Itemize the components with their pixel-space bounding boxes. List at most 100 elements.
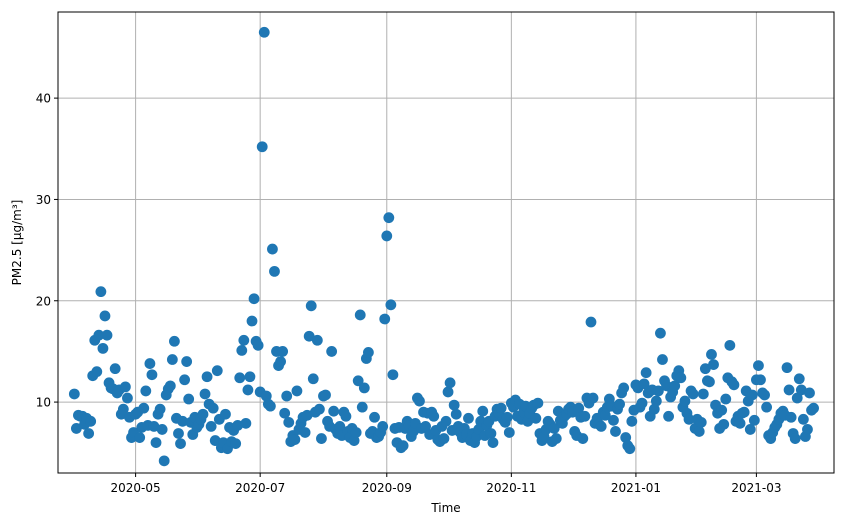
- data-point: [716, 404, 728, 416]
- data-point: [789, 433, 801, 444]
- data-point: [697, 388, 709, 400]
- data-point: [299, 427, 311, 438]
- data-point: [93, 329, 105, 341]
- data-point: [148, 420, 160, 432]
- data-point: [85, 415, 97, 427]
- y-tick-label: 40: [36, 92, 51, 106]
- data-point: [655, 327, 666, 339]
- data-point: [313, 403, 325, 415]
- data-point: [156, 424, 168, 435]
- data-point: [260, 390, 272, 402]
- data-point: [95, 286, 107, 298]
- data-point: [207, 402, 219, 414]
- data-point: [548, 423, 560, 434]
- data-point: [577, 433, 589, 444]
- data-point: [275, 356, 286, 367]
- data-point: [177, 415, 188, 427]
- x-tick-label: 2020-09: [362, 481, 412, 495]
- data-point: [795, 384, 807, 396]
- data-point: [138, 402, 150, 414]
- data-point: [381, 230, 393, 242]
- data-point: [277, 346, 289, 357]
- data-point: [608, 414, 619, 426]
- data-point: [407, 426, 419, 437]
- data-point: [420, 420, 431, 432]
- y-axis-ticks: 10 20 30 40: [36, 92, 58, 410]
- data-point: [179, 374, 191, 386]
- data-point: [379, 313, 391, 325]
- data-point: [444, 377, 456, 389]
- data-point: [383, 212, 395, 224]
- data-point: [440, 415, 452, 427]
- data-point: [144, 358, 156, 369]
- data-point: [175, 438, 186, 450]
- x-tick-label: 2021-03: [731, 481, 781, 495]
- data-point: [693, 426, 705, 437]
- data-point: [238, 334, 250, 346]
- data-point: [755, 374, 766, 386]
- data-point: [328, 405, 340, 417]
- data-point: [267, 243, 278, 255]
- data-point: [91, 366, 103, 378]
- data-point: [791, 392, 803, 404]
- data-point: [281, 390, 293, 402]
- data-point: [264, 400, 276, 412]
- x-tick-label: 2020-11: [486, 481, 536, 495]
- data-point: [587, 392, 599, 404]
- data-point: [269, 265, 280, 277]
- data-point: [448, 399, 460, 411]
- data-point: [70, 423, 82, 434]
- data-point: [746, 389, 758, 401]
- data-point: [289, 434, 301, 445]
- data-point: [620, 432, 632, 443]
- data-point: [626, 415, 638, 427]
- data-point: [173, 428, 184, 439]
- data-point: [334, 420, 346, 432]
- data-point: [234, 372, 246, 384]
- data-point: [804, 387, 815, 399]
- data-point: [595, 420, 607, 432]
- data-point: [704, 376, 715, 388]
- data-point: [744, 424, 756, 435]
- y-axis-label: PM2.5 [µg/m³]: [10, 200, 24, 286]
- data-point: [307, 373, 319, 385]
- data-point: [442, 386, 454, 398]
- data-point: [158, 455, 170, 467]
- data-point: [648, 403, 660, 415]
- data-point: [119, 381, 131, 393]
- data-point: [728, 379, 740, 391]
- data-point: [117, 403, 129, 415]
- data-point: [397, 440, 409, 452]
- data-point: [316, 433, 327, 444]
- data-point: [122, 392, 133, 404]
- x-tick-label: 2020-05: [111, 481, 161, 495]
- data-point: [503, 427, 515, 438]
- data-point: [785, 411, 797, 423]
- data-point: [720, 393, 732, 405]
- data-point: [320, 389, 331, 401]
- data-point: [808, 402, 819, 414]
- data-point: [708, 359, 719, 370]
- x-axis-ticks: 2020-05 2020-07 2020-09 2020-11 2021-01 2021-…: [111, 473, 781, 495]
- data-point: [748, 414, 760, 426]
- data-point: [279, 407, 291, 419]
- x-tick-label: 2020-07: [235, 481, 285, 495]
- data-point: [679, 395, 691, 407]
- data-point: [305, 300, 317, 312]
- data-point: [579, 410, 591, 422]
- data-point: [783, 384, 795, 396]
- data-point: [638, 378, 650, 390]
- data-point: [463, 412, 474, 424]
- data-point: [311, 334, 323, 346]
- data-point: [610, 426, 621, 437]
- data-point: [797, 413, 809, 425]
- y-tick-label: 20: [36, 294, 51, 308]
- data-point: [303, 330, 315, 342]
- data-point: [197, 408, 209, 420]
- data-point: [258, 26, 270, 38]
- data-point: [283, 416, 295, 428]
- data-point: [501, 411, 513, 423]
- data-point: [487, 437, 499, 449]
- data-point: [636, 397, 648, 409]
- data-point: [706, 349, 717, 360]
